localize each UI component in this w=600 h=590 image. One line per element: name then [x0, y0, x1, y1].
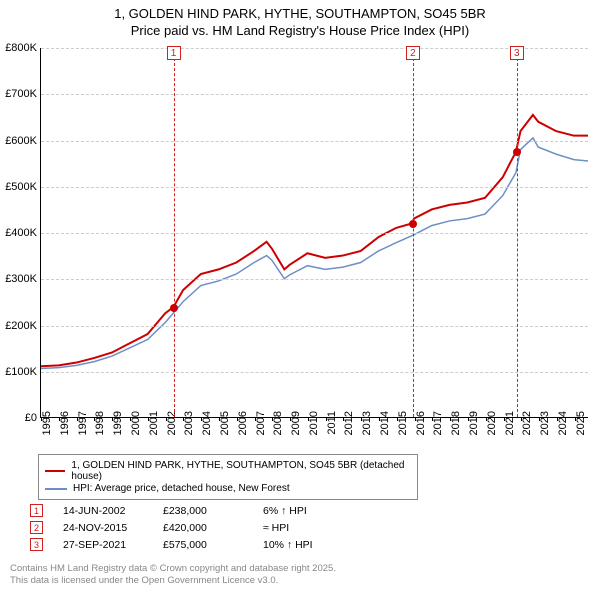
x-tick-label: 2024 [557, 411, 569, 441]
x-tick-label: 2020 [486, 411, 498, 441]
event-date: 24-NOV-2015 [53, 519, 153, 536]
marker-label-box: 2 [406, 46, 420, 60]
x-tick-label: 2021 [504, 411, 516, 441]
series-line [41, 115, 588, 366]
x-tick-label: 2014 [379, 411, 391, 441]
x-tick-label: 1995 [41, 411, 53, 441]
x-tick-label: 2018 [450, 411, 462, 441]
y-tick-label: £0 [1, 412, 37, 424]
event-date: 27-SEP-2021 [53, 536, 153, 553]
marker-line [174, 48, 175, 417]
events-table: 1 14-JUN-2002£238,0006% ↑ HPI 2 24-NOV-2015… [20, 502, 323, 553]
y-tick-label: £600K [1, 135, 37, 147]
title-line2: Price paid vs. HM Land Registry's House … [0, 23, 600, 40]
x-tick-label: 2017 [432, 411, 444, 441]
legend-label: HPI: Average price, detached house, New … [73, 483, 290, 494]
title-line1: 1, GOLDEN HIND PARK, HYTHE, SOUTHAMPTON,… [0, 6, 600, 23]
legend-swatch [45, 470, 65, 472]
event-price: £420,000 [153, 519, 253, 536]
y-gridline [41, 372, 588, 373]
marker-label-box: 1 [167, 46, 181, 60]
y-gridline [41, 233, 588, 234]
x-tick-label: 2019 [468, 411, 480, 441]
x-tick-label: 2005 [219, 411, 231, 441]
x-tick-label: 2012 [343, 411, 355, 441]
event-price: £575,000 [153, 536, 253, 553]
event-id-box: 1 [30, 504, 43, 517]
legend: 1, GOLDEN HIND PARK, HYTHE, SOUTHAMPTON,… [38, 454, 418, 500]
y-tick-label: £300K [1, 273, 37, 285]
x-tick-label: 1997 [77, 411, 89, 441]
x-tick-label: 2010 [308, 411, 320, 441]
marker-line [413, 48, 414, 417]
x-tick-label: 2025 [575, 411, 587, 441]
y-tick-label: £800K [1, 42, 37, 54]
sale-marker-dot [513, 148, 521, 156]
event-row: 2 24-NOV-2015£420,000≈ HPI [20, 519, 323, 536]
x-tick-label: 1999 [112, 411, 124, 441]
marker-label-box: 3 [510, 46, 524, 60]
x-tick-label: 2006 [237, 411, 249, 441]
x-tick-label: 2002 [166, 411, 178, 441]
y-gridline [41, 141, 588, 142]
x-tick-label: 1996 [59, 411, 71, 441]
y-tick-label: £500K [1, 181, 37, 193]
footer-line2: This data is licensed under the Open Gov… [10, 575, 336, 586]
event-row: 3 27-SEP-2021£575,00010% ↑ HPI [20, 536, 323, 553]
x-tick-label: 2001 [148, 411, 160, 441]
footer-attribution: Contains HM Land Registry data © Crown c… [10, 563, 336, 586]
x-tick-label: 2007 [255, 411, 267, 441]
legend-item: HPI: Average price, detached house, New … [45, 483, 411, 494]
event-relative: 10% ↑ HPI [253, 536, 323, 553]
y-tick-label: £700K [1, 88, 37, 100]
legend-label: 1, GOLDEN HIND PARK, HYTHE, SOUTHAMPTON,… [71, 460, 411, 482]
x-tick-label: 2004 [201, 411, 213, 441]
y-gridline [41, 326, 588, 327]
y-gridline [41, 48, 588, 49]
y-gridline [41, 279, 588, 280]
x-tick-label: 2009 [290, 411, 302, 441]
x-tick-label: 2011 [326, 411, 338, 441]
chart-title: 1, GOLDEN HIND PARK, HYTHE, SOUTHAMPTON,… [0, 0, 600, 40]
x-tick-label: 2003 [183, 411, 195, 441]
y-tick-label: £100K [1, 366, 37, 378]
x-tick-label: 2022 [521, 411, 533, 441]
event-row: 1 14-JUN-2002£238,0006% ↑ HPI [20, 502, 323, 519]
y-tick-label: £400K [1, 227, 37, 239]
sale-marker-dot [170, 304, 178, 312]
x-tick-label: 2023 [539, 411, 551, 441]
x-tick-label: 1998 [94, 411, 106, 441]
x-tick-label: 2008 [272, 411, 284, 441]
marker-line [517, 48, 518, 417]
x-tick-label: 2013 [361, 411, 373, 441]
price-chart: £0£100K£200K£300K£400K£500K£600K£700K£80… [40, 48, 588, 418]
event-id-box: 3 [30, 538, 43, 551]
sale-marker-dot [409, 220, 417, 228]
x-tick-label: 2015 [397, 411, 409, 441]
footer-line1: Contains HM Land Registry data © Crown c… [10, 563, 336, 574]
y-tick-label: £200K [1, 320, 37, 332]
x-tick-label: 2016 [415, 411, 427, 441]
event-relative: ≈ HPI [253, 519, 323, 536]
legend-item: 1, GOLDEN HIND PARK, HYTHE, SOUTHAMPTON,… [45, 460, 411, 482]
x-tick-label: 2000 [130, 411, 142, 441]
y-gridline [41, 94, 588, 95]
event-id-box: 2 [30, 521, 43, 534]
y-gridline [41, 187, 588, 188]
event-price: £238,000 [153, 502, 253, 519]
event-date: 14-JUN-2002 [53, 502, 153, 519]
legend-swatch [45, 488, 67, 490]
event-relative: 6% ↑ HPI [253, 502, 323, 519]
